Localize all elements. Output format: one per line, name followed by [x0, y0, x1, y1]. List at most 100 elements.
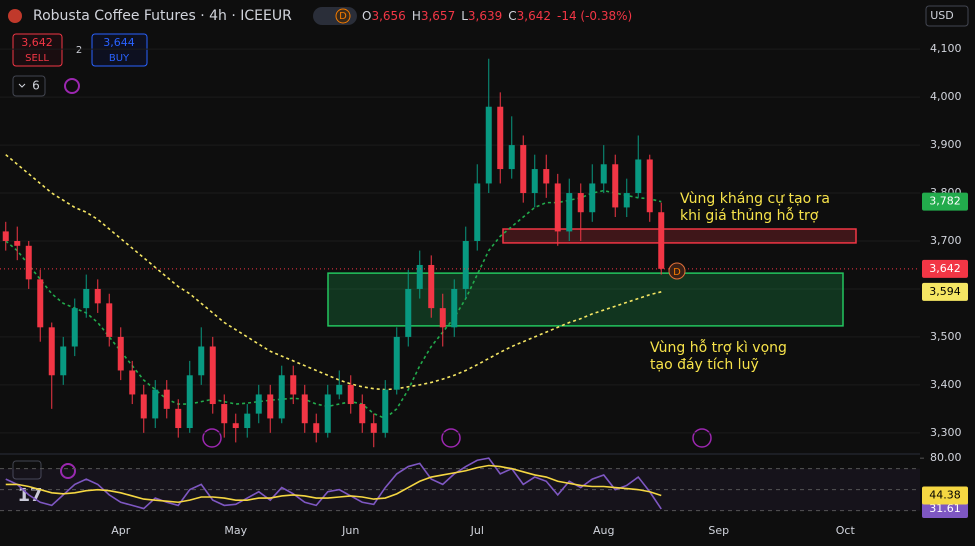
event-icon[interactable]: [441, 428, 461, 448]
candle-body: [428, 264, 435, 309]
x-tick-label: Aug: [593, 524, 614, 537]
y-tick-label: 3,300: [930, 426, 962, 439]
y-tick-label: 3,900: [930, 138, 962, 151]
spread: 2: [76, 45, 82, 56]
ohlc-value: 3,642: [517, 9, 551, 23]
sync-icon[interactable]: [64, 78, 80, 94]
buy-price[interactable]: 3,644: [103, 36, 135, 49]
candle-body: [462, 241, 469, 289]
candle-body: [14, 241, 21, 246]
price-badge-label: 3,782: [929, 195, 961, 208]
moving-average: [5, 154, 662, 391]
candle-body: [382, 389, 389, 433]
candle-body: [336, 384, 343, 395]
annotation: khi giá thủng hỗ trợ: [680, 207, 819, 224]
candle-body: [278, 375, 285, 419]
candle-body: [405, 288, 412, 337]
candle-body: [416, 264, 423, 289]
candle-body: [370, 423, 377, 433]
candle-body: [232, 423, 239, 429]
ohlc-value: 3,639: [468, 9, 502, 23]
price-badge: [922, 192, 968, 211]
event-icon[interactable]: [202, 428, 222, 448]
badge-circle: [335, 8, 351, 24]
candle-body: [25, 245, 32, 280]
candle-body: [209, 346, 216, 405]
dividend-label: D: [673, 267, 681, 278]
sell-label[interactable]: SELL: [25, 53, 49, 64]
candle-body: [48, 327, 55, 376]
ohlc-key: H: [412, 9, 421, 23]
candle-body: [508, 145, 515, 170]
candle-body: [600, 164, 607, 184]
zone: [502, 228, 857, 244]
candle-body: [359, 404, 366, 424]
ohlc-change: -14 (-0.38%): [557, 9, 632, 23]
sell-box[interactable]: [12, 33, 63, 67]
candle-body: [186, 375, 193, 429]
price-badge-label: 3,594: [929, 285, 961, 298]
candle-body: [60, 346, 67, 376]
y-tick-label: 3,700: [930, 234, 962, 247]
indicators-count[interactable]: 6: [32, 79, 40, 93]
y-tick-label: 4,100: [930, 42, 962, 55]
candle-body: [37, 279, 44, 328]
candle-body: [117, 336, 124, 371]
candle-body: [221, 404, 228, 424]
badge: D: [339, 11, 347, 22]
candle-body: [198, 346, 205, 376]
candle-body: [566, 193, 573, 232]
candle-body: [244, 413, 251, 429]
y-tick-label: 3,400: [930, 378, 962, 391]
symbol-title: Robusta Coffee Futures · 4h · ICEEUR: [33, 8, 292, 24]
y-tick-label: 3,500: [930, 330, 962, 343]
annotation: Vùng kháng cự tạo ra: [680, 191, 830, 207]
y-tick-label: 80.00: [930, 451, 962, 464]
buy-label[interactable]: BUY: [109, 53, 130, 64]
price-badge-label: 44.38: [929, 489, 961, 502]
candle-body: [451, 288, 458, 328]
price-badge: [922, 259, 968, 278]
candle-body: [313, 423, 320, 433]
annotation: Vùng hỗ trợ kì vọng: [650, 339, 787, 356]
y-tick-label: 4,000: [930, 90, 962, 103]
annotation: tạo đáy tích luỹ: [650, 357, 759, 373]
rsi-icon[interactable]: [60, 463, 76, 479]
chevron: [18, 83, 26, 88]
ohlc-key: O: [362, 9, 371, 23]
currency-box[interactable]: [925, 5, 969, 27]
candle-body: [474, 183, 481, 241]
price-badge: [922, 486, 968, 505]
currency[interactable]: USD: [930, 9, 954, 22]
moving-average: [5, 189, 662, 420]
candle-body: [485, 106, 492, 184]
price-badge-label: 31.61: [929, 502, 961, 515]
candle-body: [531, 169, 538, 194]
x-tick-label: Apr: [111, 524, 131, 537]
pane-toggle[interactable]: [12, 460, 42, 480]
buy-box[interactable]: [91, 33, 148, 67]
ohlc-value: 3,657: [421, 9, 455, 23]
candle-body: [290, 375, 297, 395]
sell-button[interactable]: 3,642 SELL: [12, 33, 63, 67]
ohlc-key: L: [461, 9, 468, 23]
candle-body: [175, 408, 182, 429]
event-icon[interactable]: [692, 428, 712, 448]
x-tick-label: Sep: [708, 524, 729, 537]
candle-body: [83, 288, 90, 309]
indicators-toggle[interactable]: [12, 75, 46, 97]
candle-body: [520, 145, 527, 194]
candle-body: [301, 394, 308, 424]
candle-body: [543, 169, 550, 184]
ohlc-key: C: [508, 9, 516, 23]
candle-body: [2, 231, 9, 241]
rsi-line: [5, 464, 662, 504]
candle-body: [646, 159, 653, 213]
candle-body: [497, 106, 504, 170]
ohlc-value: 3,656: [371, 9, 405, 23]
sell-price[interactable]: 3,642: [21, 36, 53, 49]
buy-button[interactable]: 3,644 BUY: [91, 33, 148, 67]
candle-body: [106, 303, 113, 337]
